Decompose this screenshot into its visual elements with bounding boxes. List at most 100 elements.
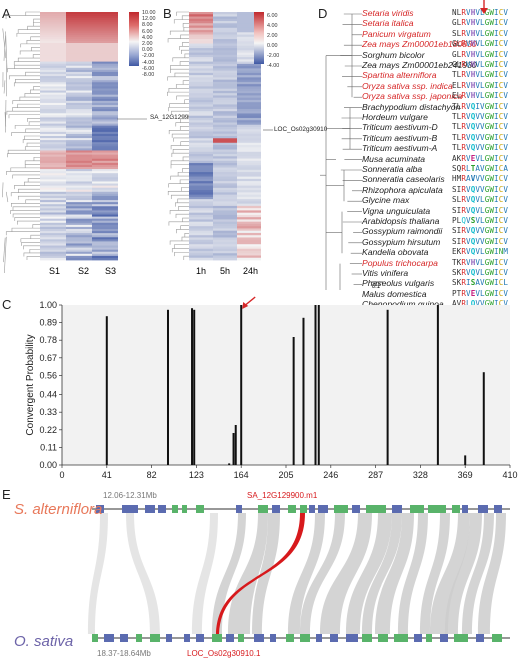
y-tick-label: 0.78 — [39, 335, 57, 345]
heat-cell — [237, 63, 261, 67]
y-axis-label: Convergent Probability — [25, 334, 36, 435]
heat-cell — [237, 59, 261, 62]
x-tick-label: 205 — [278, 470, 293, 480]
species-name: Sonneratia alba — [362, 164, 423, 174]
dendro-branch — [14, 64, 40, 69]
residue: V — [503, 195, 509, 205]
dendrogram-b — [167, 11, 189, 260]
heat-cell — [40, 63, 66, 67]
heat-cell — [40, 154, 66, 158]
tick: 2.00 — [142, 41, 153, 48]
heat-cell — [66, 162, 92, 166]
alignment-arrow — [480, 0, 488, 14]
dendro-branch — [176, 11, 189, 16]
residue: V — [480, 112, 485, 121]
dendro-branch — [174, 252, 189, 257]
residue: V — [475, 143, 481, 153]
heat-cell — [237, 126, 261, 130]
heat-cell — [237, 212, 261, 216]
species-name: Triticum aestivum-D — [362, 122, 438, 133]
heat-cell — [40, 131, 66, 135]
dendro-branch — [167, 191, 189, 196]
heat-cell — [40, 183, 66, 186]
heat-cell — [189, 115, 213, 119]
heat-cell — [189, 187, 213, 191]
heat-cell — [66, 152, 92, 155]
gene-block — [172, 505, 178, 513]
alignment-sequence: SIRVQVVGWICV — [452, 237, 508, 247]
residue: C — [498, 288, 504, 298]
heat-cell — [213, 138, 237, 141]
residue: V — [466, 18, 471, 28]
alignment-sequence: GLRVHVLGWICV — [452, 39, 508, 49]
heat-cell — [40, 247, 66, 251]
dendro-branch — [167, 91, 189, 96]
heat-cell — [213, 196, 237, 200]
residue: S — [452, 164, 457, 173]
alignment-sequence: SLRVQVLGWICV — [452, 195, 508, 205]
residue: T — [452, 70, 457, 80]
heat-cell — [213, 219, 237, 223]
heat-cell — [92, 51, 118, 54]
heat-cell — [92, 18, 118, 21]
dendro-branch — [179, 126, 189, 131]
gene-block — [318, 505, 328, 513]
residue: V — [475, 205, 481, 215]
residue: V — [466, 268, 471, 277]
heat-cell — [189, 106, 213, 110]
residue: Q — [470, 101, 476, 111]
heat-cell — [40, 253, 66, 257]
alignment-sequence: TLRVQVVGWICV — [452, 112, 508, 122]
residue: V — [475, 226, 481, 236]
dendro-branch — [33, 18, 40, 23]
residue: V — [503, 184, 509, 194]
heat-cell — [92, 220, 118, 224]
synteny-plot — [88, 505, 510, 642]
heat-cell — [237, 52, 261, 56]
tick: -4.00 — [142, 59, 155, 66]
residue: V — [480, 174, 485, 184]
heat-cell — [237, 57, 261, 60]
dendro-branch — [12, 206, 40, 211]
dendro-branch — [33, 86, 40, 90]
heat-cell — [40, 102, 66, 106]
heat-cell — [237, 167, 261, 171]
heat-cell — [213, 257, 237, 261]
heat-cell — [237, 237, 261, 241]
heat-cell — [237, 90, 261, 94]
heat-cell — [213, 41, 237, 44]
heat-cell — [92, 229, 118, 232]
heat-cell — [237, 16, 261, 20]
heat-cell — [92, 92, 118, 96]
heat-cell — [237, 117, 261, 121]
heat-cell — [213, 68, 237, 72]
heat-cell — [189, 174, 213, 177]
synteny-ribbon — [362, 513, 402, 634]
heat-cell — [40, 100, 66, 104]
heat-cell — [66, 175, 92, 178]
dendro-branch — [24, 146, 40, 151]
heat-cell — [92, 152, 118, 155]
residue: R — [461, 60, 467, 69]
synteny-ribbon — [420, 513, 450, 634]
y-tick-label: 0.11 — [40, 442, 57, 452]
heat-cell — [66, 247, 92, 251]
tick: -2.00 — [267, 53, 280, 59]
dendro-branch — [182, 168, 189, 173]
alignment-sequence: HMRAVVVGWICV — [452, 174, 508, 184]
residue: V — [475, 257, 481, 267]
heat-cell — [40, 98, 66, 102]
heat-cell — [66, 237, 92, 240]
heat-cell — [40, 109, 66, 112]
heat-cell — [189, 54, 213, 58]
heat-cell — [213, 59, 237, 62]
gene-block — [378, 634, 388, 642]
heat-cell — [237, 75, 261, 78]
heat-cell — [92, 218, 118, 222]
dendro-branch — [22, 139, 40, 144]
gene-block — [122, 505, 138, 513]
heat-cell — [213, 32, 237, 35]
residue: I — [494, 236, 499, 246]
heat-cell — [92, 102, 118, 106]
residue: I — [494, 80, 499, 90]
